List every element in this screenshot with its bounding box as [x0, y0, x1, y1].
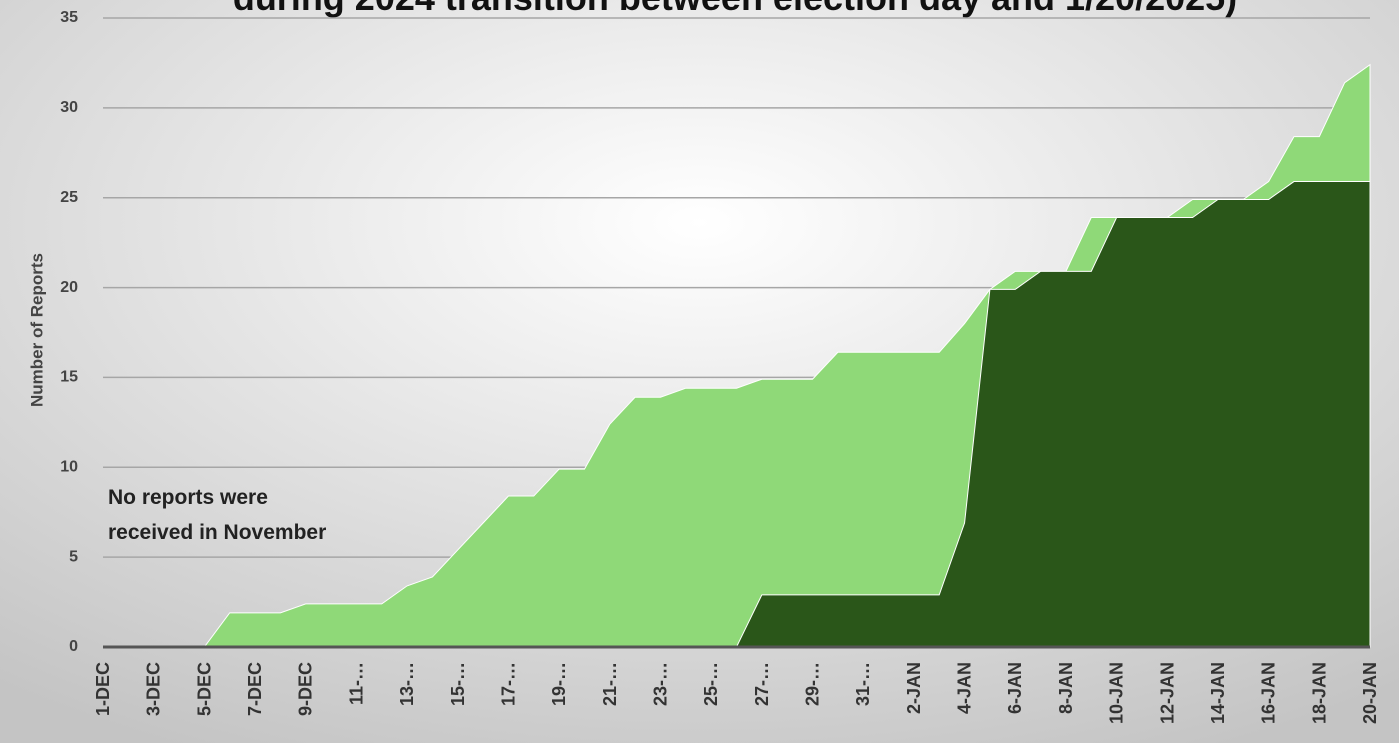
x-tick-label: 19-… [549, 662, 569, 706]
x-tick-label: 27-… [752, 662, 772, 706]
x-tick-label: 3-DEC [144, 662, 164, 716]
x-tick-label: 18-JAN [1309, 662, 1329, 724]
x-tick-label: 10-JAN [1107, 662, 1127, 724]
annotation: No reports were [108, 486, 268, 509]
x-tick-label: 15-… [448, 662, 468, 706]
x-tick-label: 13-… [397, 662, 417, 706]
annotation: received in November [108, 521, 326, 544]
y-tick-label: 10 [60, 459, 78, 476]
y-tick-label: 15 [60, 369, 78, 386]
x-tick-label: 23-… [650, 662, 670, 706]
y-axis-label: Number of Reports [27, 253, 46, 407]
x-tick-label: 16-JAN [1259, 662, 1279, 724]
x-tick-label: 2-JAN [904, 662, 924, 714]
y-tick-label: 5 [69, 548, 78, 565]
y-tick-label: 25 [60, 189, 78, 206]
x-tick-label: 21-… [600, 662, 620, 706]
x-tick-label: 17-… [498, 662, 518, 706]
x-tick-label: 5-DEC [194, 662, 214, 716]
x-tick-label: 4-JAN [955, 662, 975, 714]
x-tick-label: 29-… [803, 662, 823, 706]
x-tick-label: 31-… [853, 662, 873, 706]
x-tick-label: 14-JAN [1208, 662, 1228, 724]
x-tick-label: 11-… [346, 662, 366, 705]
x-tick-label: 9-DEC [296, 662, 316, 716]
y-tick-label: 0 [69, 638, 78, 655]
y-tick-label: 20 [60, 279, 78, 296]
y-tick-label: 30 [60, 99, 78, 116]
x-tick-label: 7-DEC [245, 662, 265, 716]
x-tick-label: 6-JAN [1005, 662, 1025, 714]
y-tick-label: 35 [60, 9, 78, 26]
x-tick-label: 20-JAN [1360, 662, 1380, 724]
x-tick-label: 25-… [701, 662, 721, 706]
x-tick-label: 8-JAN [1056, 662, 1076, 714]
x-tick-label: 1-DEC [93, 662, 113, 716]
chart-title: during 2024 transition between election … [233, 0, 1237, 18]
x-tick-label: 12-JAN [1157, 662, 1177, 724]
